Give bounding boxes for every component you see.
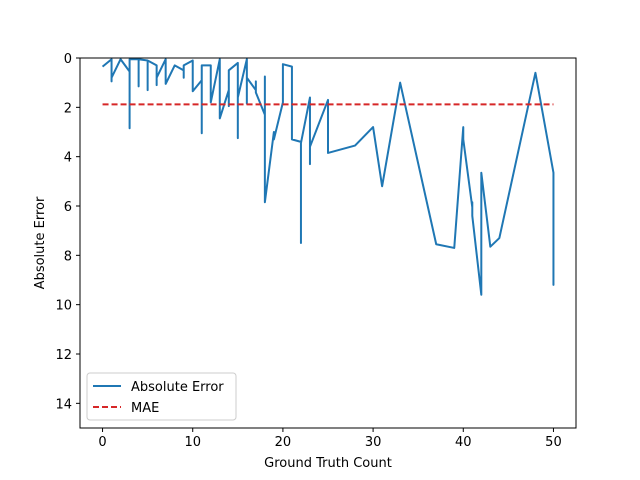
x-tick-label: 20 bbox=[275, 435, 292, 450]
plot-area: 0 10 20 30 40 50 0 2 4 6 8 10 12 14 bbox=[55, 52, 577, 450]
y-tick-label: 0 bbox=[64, 52, 72, 67]
x-axis-label: Ground Truth Count bbox=[264, 456, 392, 471]
y-tick-label: 4 bbox=[64, 151, 72, 166]
x-tick-label: 50 bbox=[545, 435, 562, 450]
y-tick-label: 12 bbox=[55, 348, 72, 363]
y-tick-label: 10 bbox=[55, 299, 72, 314]
y-tick-label: 6 bbox=[64, 200, 72, 215]
legend: Absolute Error MAE bbox=[86, 372, 237, 421]
series-layer bbox=[101, 58, 555, 296]
x-axis-ticks: 0 10 20 30 40 50 bbox=[98, 428, 562, 450]
x-tick-label: 30 bbox=[365, 435, 382, 450]
y-axis-ticks: 0 2 4 6 8 10 12 14 bbox=[55, 52, 80, 412]
x-tick-label: 40 bbox=[455, 435, 472, 450]
x-tick-label: 0 bbox=[98, 435, 106, 450]
y-tick-label: 8 bbox=[64, 249, 72, 264]
plot-frame bbox=[79, 57, 577, 429]
legend-label-mae: MAE bbox=[131, 401, 159, 416]
series-line-absolute-error bbox=[101, 58, 555, 296]
legend-label-absolute-error: Absolute Error bbox=[131, 380, 224, 395]
legend-box bbox=[86, 372, 237, 421]
x-tick-label: 10 bbox=[184, 435, 201, 450]
y-tick-label: 14 bbox=[55, 397, 72, 412]
y-axis-label: Absolute Error bbox=[33, 196, 48, 289]
y-tick-label: 2 bbox=[64, 101, 72, 116]
